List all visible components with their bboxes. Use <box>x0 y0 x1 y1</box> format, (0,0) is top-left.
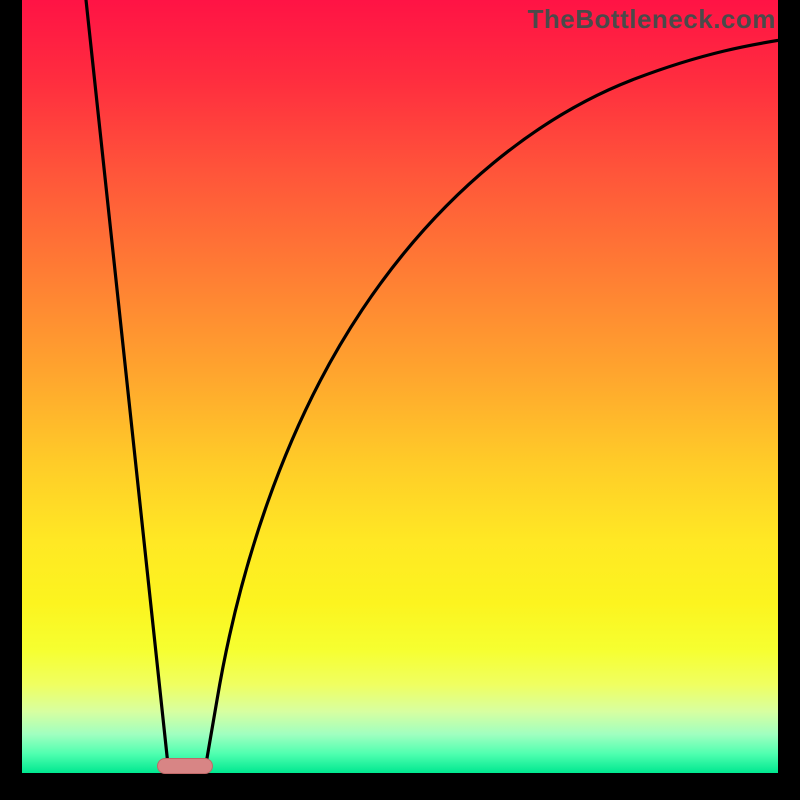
watermark-text: TheBottleneck.com <box>528 4 776 35</box>
left-line <box>86 0 168 765</box>
chart-container: TheBottleneck.com <box>0 0 800 800</box>
target-marker <box>157 758 213 774</box>
curve-overlay <box>22 0 778 773</box>
plot-area <box>22 0 778 773</box>
right-curve <box>206 37 778 764</box>
